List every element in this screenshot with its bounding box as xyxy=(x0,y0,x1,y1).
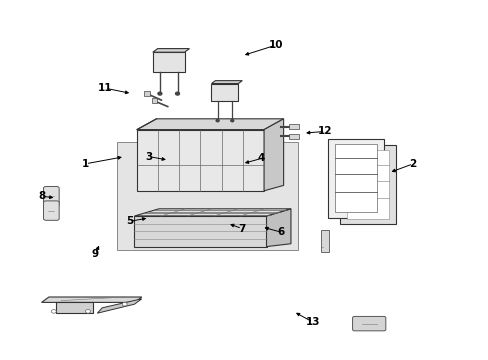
Polygon shape xyxy=(264,119,283,191)
Circle shape xyxy=(122,302,127,306)
Bar xyxy=(288,134,299,139)
FancyBboxPatch shape xyxy=(43,201,59,220)
Text: 2: 2 xyxy=(409,159,416,169)
Polygon shape xyxy=(334,144,376,212)
Text: 10: 10 xyxy=(268,40,283,50)
Polygon shape xyxy=(211,84,238,101)
Bar xyxy=(321,230,328,252)
Text: 11: 11 xyxy=(98,83,112,93)
Text: 1: 1 xyxy=(82,159,89,169)
Text: 7: 7 xyxy=(238,224,245,234)
Text: 13: 13 xyxy=(305,317,320,327)
Text: 3: 3 xyxy=(145,152,152,162)
Polygon shape xyxy=(152,52,184,72)
Polygon shape xyxy=(266,209,290,247)
Circle shape xyxy=(85,310,90,313)
FancyBboxPatch shape xyxy=(117,142,298,250)
Bar xyxy=(288,124,299,129)
Polygon shape xyxy=(97,299,142,313)
Text: 9: 9 xyxy=(92,249,99,259)
Polygon shape xyxy=(134,216,266,247)
Circle shape xyxy=(158,92,162,95)
Polygon shape xyxy=(327,139,383,218)
Circle shape xyxy=(175,92,179,95)
Text: 6: 6 xyxy=(277,227,284,237)
Circle shape xyxy=(230,120,233,122)
Polygon shape xyxy=(41,297,142,302)
Polygon shape xyxy=(346,150,388,219)
Polygon shape xyxy=(134,209,290,216)
Polygon shape xyxy=(211,81,242,84)
FancyBboxPatch shape xyxy=(352,316,385,331)
Bar xyxy=(151,98,157,103)
FancyBboxPatch shape xyxy=(43,186,59,206)
Bar xyxy=(143,91,149,96)
Circle shape xyxy=(216,120,219,122)
Text: 12: 12 xyxy=(317,126,332,136)
Polygon shape xyxy=(137,130,264,191)
Polygon shape xyxy=(152,49,189,52)
Text: 5: 5 xyxy=(126,216,133,226)
Circle shape xyxy=(51,310,56,313)
Polygon shape xyxy=(56,302,93,313)
Text: 4: 4 xyxy=(257,153,265,163)
Polygon shape xyxy=(339,145,395,224)
Text: 8: 8 xyxy=(38,191,45,201)
Polygon shape xyxy=(137,119,283,130)
